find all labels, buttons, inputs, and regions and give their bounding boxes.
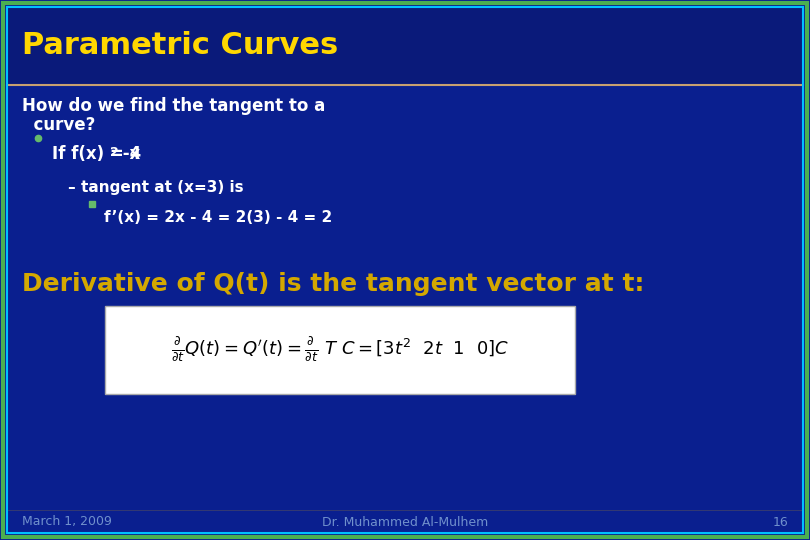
Text: -4: -4 — [117, 145, 141, 163]
Bar — [7, 7, 803, 85]
Bar — [105, 306, 575, 394]
Text: How do we find the tangent to a: How do we find the tangent to a — [22, 97, 326, 115]
Text: 16: 16 — [772, 516, 788, 529]
Text: Dr. Muhammed Al-Mulhem: Dr. Muhammed Al-Mulhem — [322, 516, 488, 529]
Text: Parametric Curves: Parametric Curves — [22, 31, 339, 60]
Text: $\frac{\partial}{\partial t}Q(t)=Q'(t)=\frac{\partial}{\partial t}\ T\ C=\left[3: $\frac{\partial}{\partial t}Q(t)=Q'(t)=\… — [171, 336, 509, 364]
Text: If f(x) = x: If f(x) = x — [52, 145, 140, 163]
Text: Derivative of Q(t) is the tangent vector at t:: Derivative of Q(t) is the tangent vector… — [22, 272, 645, 296]
Text: f’(x) = 2x - 4 = 2(3) - 4 = 2: f’(x) = 2x - 4 = 2(3) - 4 = 2 — [104, 210, 332, 225]
Text: – tangent at (x=3) is: – tangent at (x=3) is — [68, 180, 244, 194]
Text: 2: 2 — [110, 146, 119, 159]
Text: March 1, 2009: March 1, 2009 — [22, 516, 112, 529]
Text: curve?: curve? — [22, 116, 96, 134]
